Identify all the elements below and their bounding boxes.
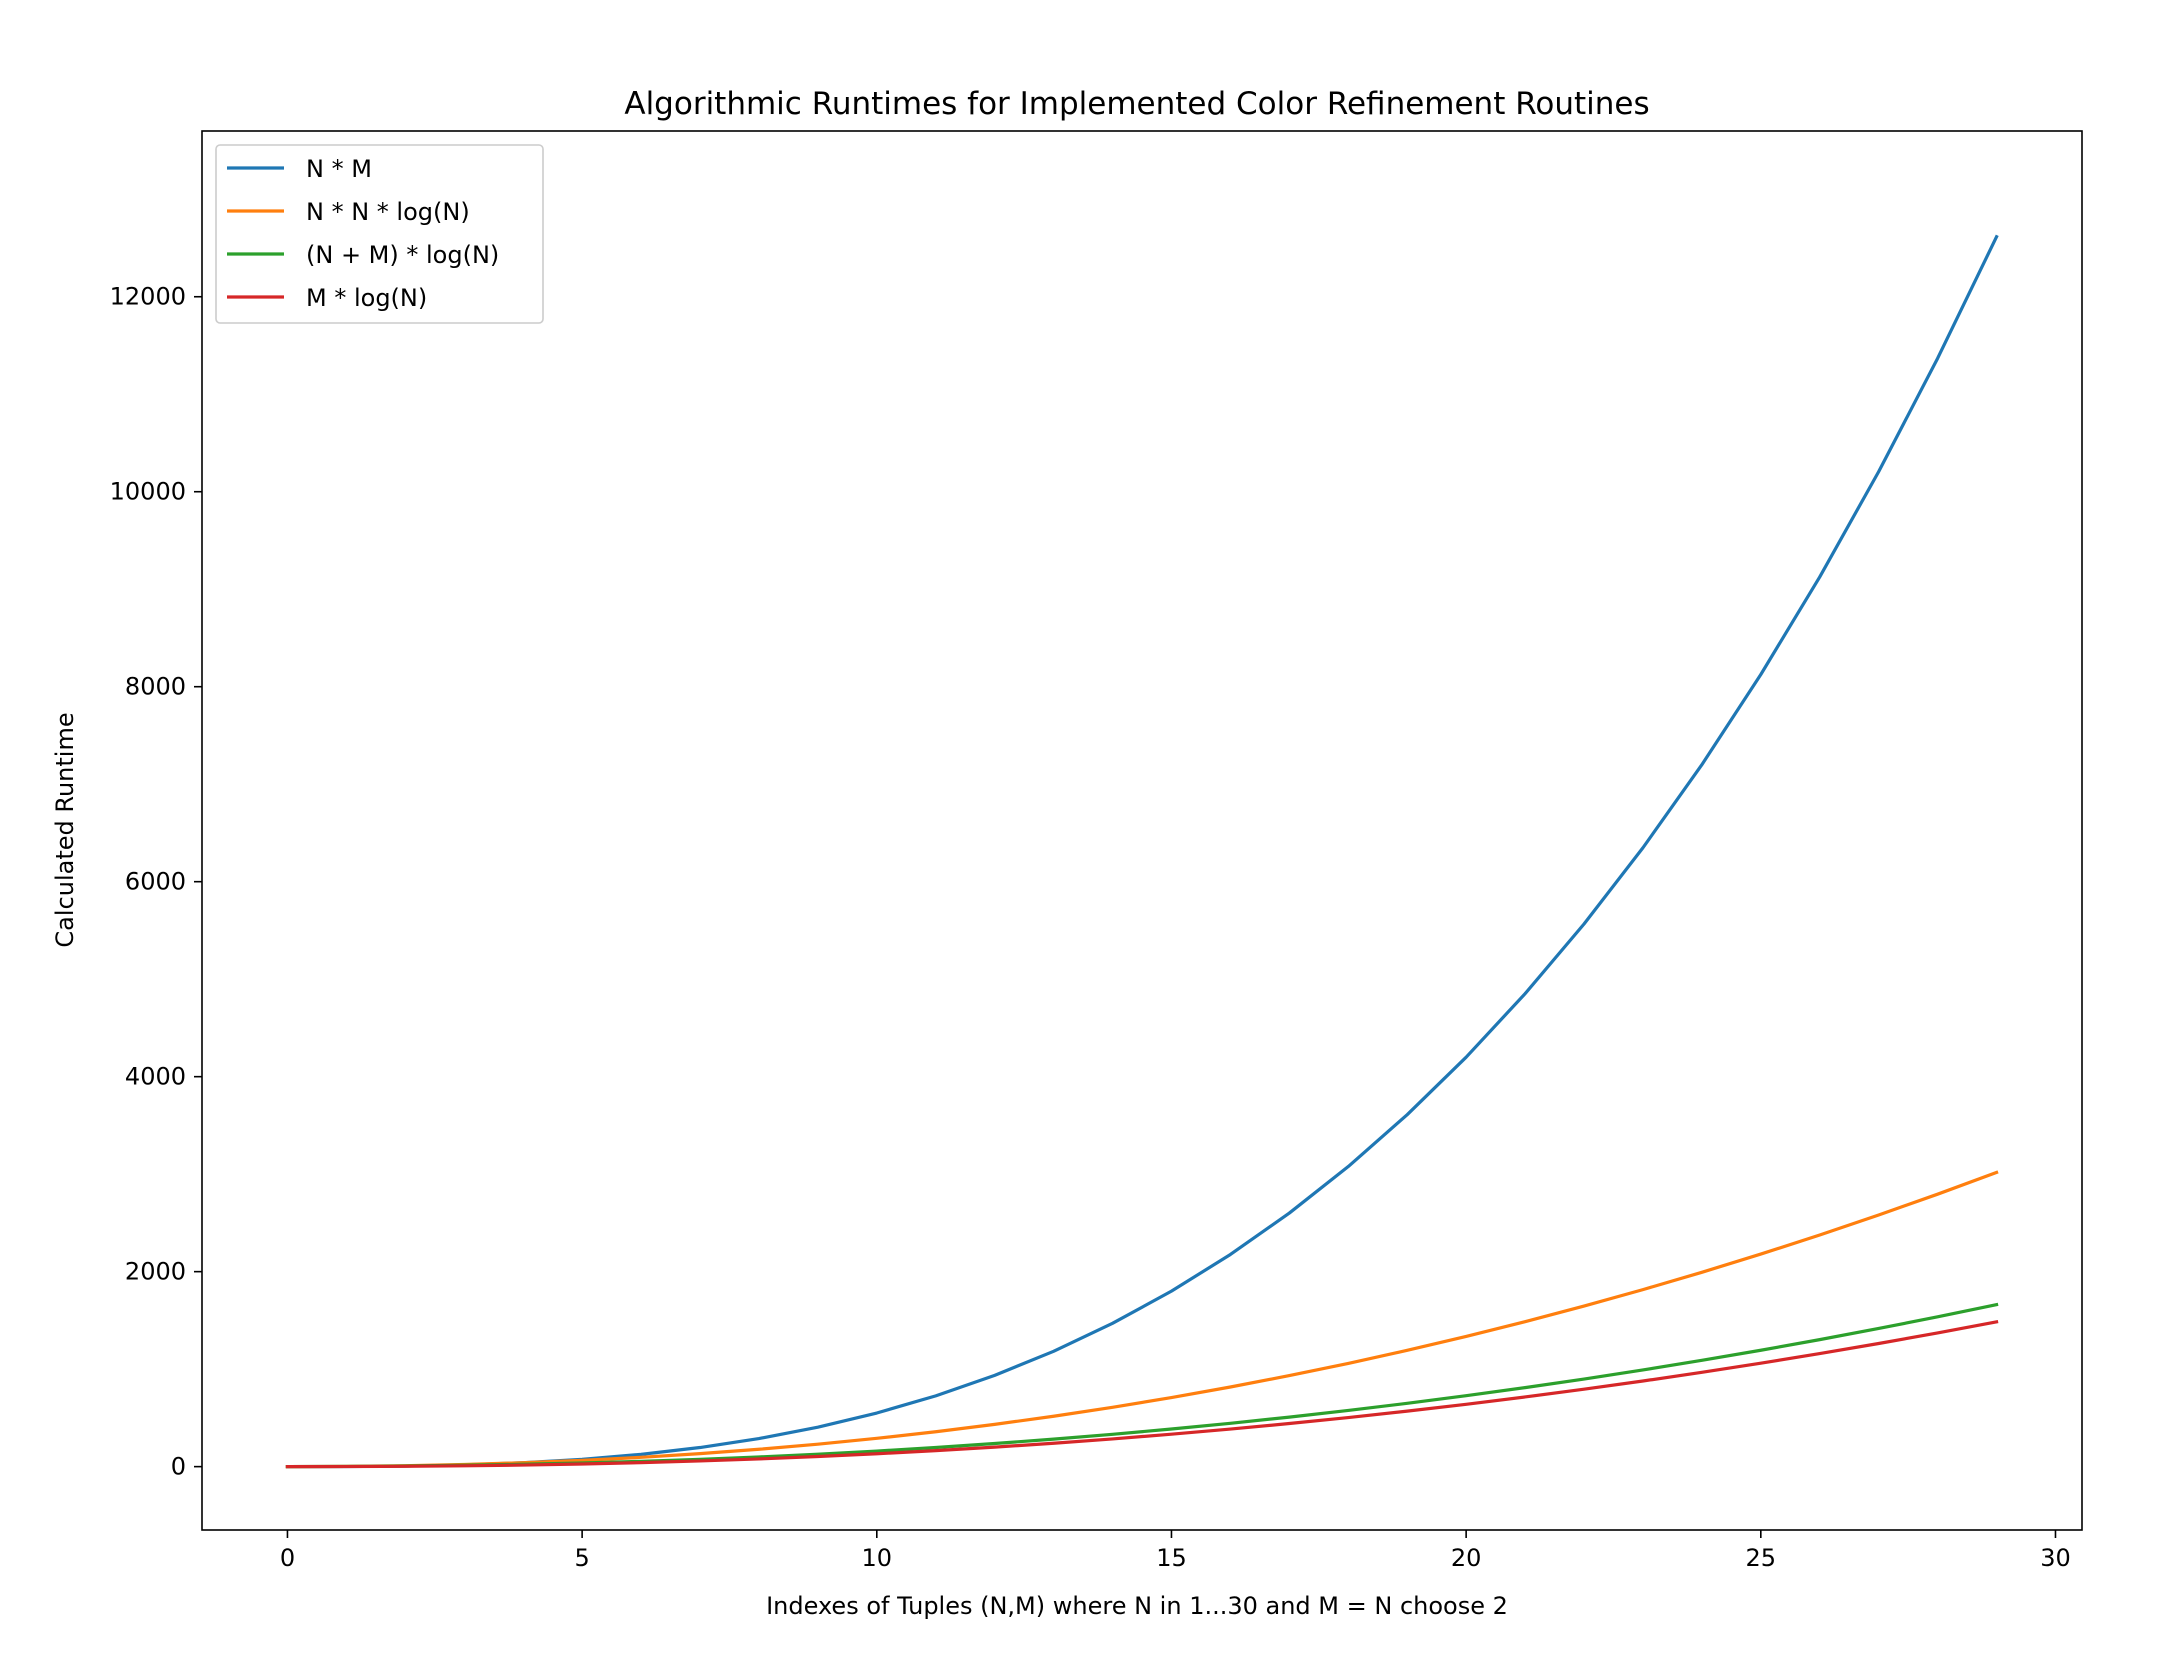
series-line-1 [285, 234, 1999, 1469]
x-tick-label: 15 [1156, 1544, 1187, 1572]
legend: N * M N * N * log(N) (N + M) * log(N) M * l… [215, 144, 544, 324]
x-tick-label: 25 [1746, 1544, 1777, 1572]
y-tick-label: 0 [171, 1453, 186, 1481]
legend-label-1: N * M [306, 155, 372, 183]
x-tick-label: 0 [280, 1544, 295, 1572]
series-line-2 [285, 1170, 1999, 1469]
series-line-4 [285, 1320, 1999, 1469]
x-axis-ticks: 0 5 10 15 20 25 30 [280, 1530, 2071, 1572]
plot-area-frame [201, 130, 2083, 1531]
legend-label-3: (N + M) * log(N) [306, 241, 499, 269]
x-axis-label: Indexes of Tuples (N,M) where N in 1...3… [766, 1592, 1508, 1620]
legend-box [215, 144, 544, 324]
chart-title: Algorithmic Runtimes for Implemented Col… [624, 86, 1649, 122]
y-axis-label: Calculated Runtime [51, 712, 79, 947]
series-lines [285, 234, 1999, 1469]
x-tick-label: 20 [1451, 1544, 1482, 1572]
x-tick-label: 30 [2040, 1544, 2071, 1572]
y-tick-label: 8000 [125, 673, 186, 701]
legend-label-4: M * log(N) [306, 284, 427, 312]
x-tick-label: 10 [862, 1544, 893, 1572]
y-axis-ticks: 0 2000 4000 6000 8000 10000 12000 [110, 283, 202, 1481]
legend-label-2: N * N * log(N) [306, 198, 470, 226]
y-tick-label: 6000 [125, 868, 186, 896]
series-line-3 [285, 1302, 1999, 1469]
y-tick-label: 2000 [125, 1258, 186, 1286]
y-tick-label: 12000 [110, 283, 186, 311]
x-tick-label: 5 [574, 1544, 589, 1572]
y-tick-label: 10000 [110, 478, 186, 506]
y-tick-label: 4000 [125, 1063, 186, 1091]
